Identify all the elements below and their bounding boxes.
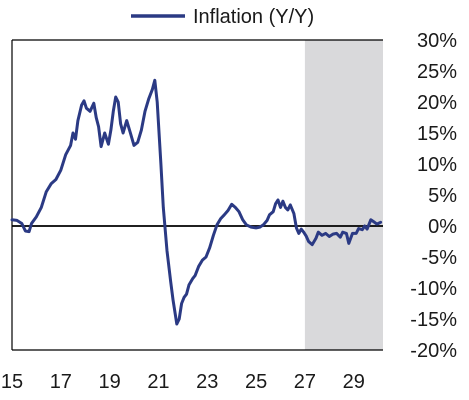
series-line-inflation-0	[10, 78, 383, 326]
y-tick-label: 10%	[417, 154, 457, 176]
y-tick-label: 20%	[417, 92, 457, 114]
axes-layer	[11, 39, 383, 351]
y-tick-label: -15%	[410, 309, 457, 331]
y-tick-label: 25%	[417, 61, 457, 83]
y-tick-label: 30%	[417, 30, 457, 52]
series-layer	[10, 78, 383, 326]
forecast-shaded-region	[304, 40, 383, 350]
y-tick-label: -5%	[421, 247, 457, 269]
x-tick-label: 17	[50, 371, 72, 393]
x-tick-label: 25	[245, 371, 267, 393]
tick-labels-layer: 30% 25% 20% 15% 10% 5% 0% -5% -10% -15% -20% 15 17 19…	[1, 30, 457, 393]
y-tick-label: 5%	[428, 185, 457, 207]
legend: Inflation (Y/Y)	[131, 6, 314, 28]
legend-label: Inflation (Y/Y)	[193, 6, 314, 28]
y-tick-label: -10%	[410, 278, 457, 300]
y-tick-label: 0%	[428, 216, 457, 238]
y-tick-label: 15%	[417, 123, 457, 145]
x-tick-label: 21	[147, 371, 169, 393]
y-tick-label: -20%	[410, 340, 457, 362]
x-tick-label: 23	[196, 371, 218, 393]
x-tick-label: 29	[343, 371, 365, 393]
forecast-shaded-region-layer	[304, 40, 383, 350]
x-tick-label: 19	[99, 371, 121, 393]
x-tick-label: 15	[1, 371, 23, 393]
x-tick-label: 27	[294, 371, 316, 393]
